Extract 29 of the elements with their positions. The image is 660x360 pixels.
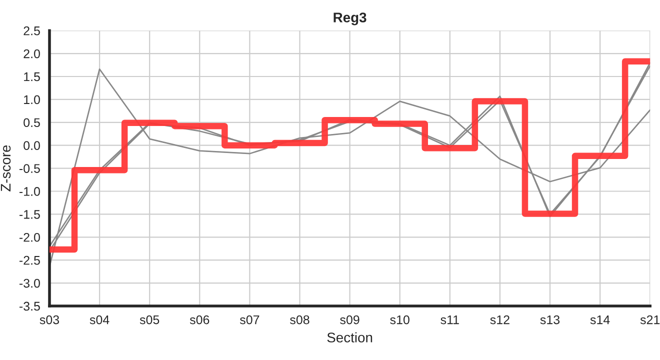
y-tick-label: 1.5 xyxy=(24,72,40,82)
y-tick-label: 0.5 xyxy=(24,118,40,128)
y-axis-title: Z-score xyxy=(0,145,11,192)
y-tick-label: -2.0 xyxy=(19,232,40,242)
y-tick-label: -0.5 xyxy=(19,164,40,173)
x-tick-label: s11 xyxy=(440,315,459,324)
y-tick-label: 2.5 xyxy=(24,26,40,36)
x-tick-label: s07 xyxy=(240,315,260,324)
y-tick-label: -1.0 xyxy=(19,187,40,196)
x-tick-label: s13 xyxy=(540,315,560,324)
x-tick-label: s04 xyxy=(90,315,110,324)
x-tick-label: s09 xyxy=(340,315,360,324)
x-tick-label: s21 xyxy=(640,315,660,324)
x-tick-label: s05 xyxy=(140,315,160,324)
x-tick-label: s12 xyxy=(490,315,510,324)
x-axis-title: Section xyxy=(327,332,372,342)
chart-title: Reg3 xyxy=(334,12,366,26)
x-tick-label: s14 xyxy=(590,315,610,324)
y-tick-label: 1.0 xyxy=(24,95,40,104)
y-tick-label: 2.0 xyxy=(24,49,40,58)
x-tick-label: s10 xyxy=(390,315,410,324)
x-tick-label: s06 xyxy=(190,315,210,324)
y-tick-label: -1.5 xyxy=(19,210,40,219)
y-tick-label: -2.5 xyxy=(19,256,40,265)
x-tick-label: s03 xyxy=(40,315,60,324)
y-tick-label: -3.0 xyxy=(19,278,40,288)
y-tick-label: -3.5 xyxy=(19,302,40,311)
x-tick-label: s08 xyxy=(290,315,310,324)
y-tick-label: 0.0 xyxy=(24,141,40,150)
